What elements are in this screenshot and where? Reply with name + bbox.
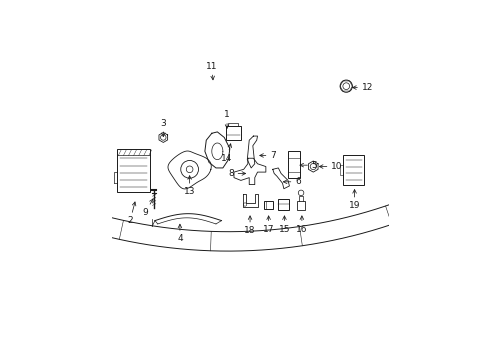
Bar [296,201,305,210]
Bar [225,126,241,140]
Bar [278,199,288,210]
Text: 12: 12 [352,83,372,92]
Text: 1: 1 [224,111,229,128]
Bar [287,151,299,177]
Text: 15: 15 [278,216,289,234]
Bar [343,156,364,185]
Text: 3: 3 [160,119,166,136]
Text: 7: 7 [259,151,275,160]
Text: 19: 19 [348,190,360,210]
Text: 6: 6 [283,177,300,186]
Text: 5: 5 [299,161,317,170]
Text: 2: 2 [127,202,136,225]
Text: 4: 4 [177,224,183,243]
Text: 10: 10 [319,162,342,171]
Text: 14: 14 [221,144,232,163]
Text: 11: 11 [205,62,217,80]
Text: 16: 16 [296,216,307,234]
Text: 9: 9 [142,199,153,217]
Bar [117,149,150,192]
Bar [264,201,273,209]
Text: 18: 18 [244,216,255,235]
Text: 17: 17 [263,216,274,234]
Bar [340,165,343,175]
Text: 8: 8 [228,169,245,178]
Text: 13: 13 [183,176,195,196]
